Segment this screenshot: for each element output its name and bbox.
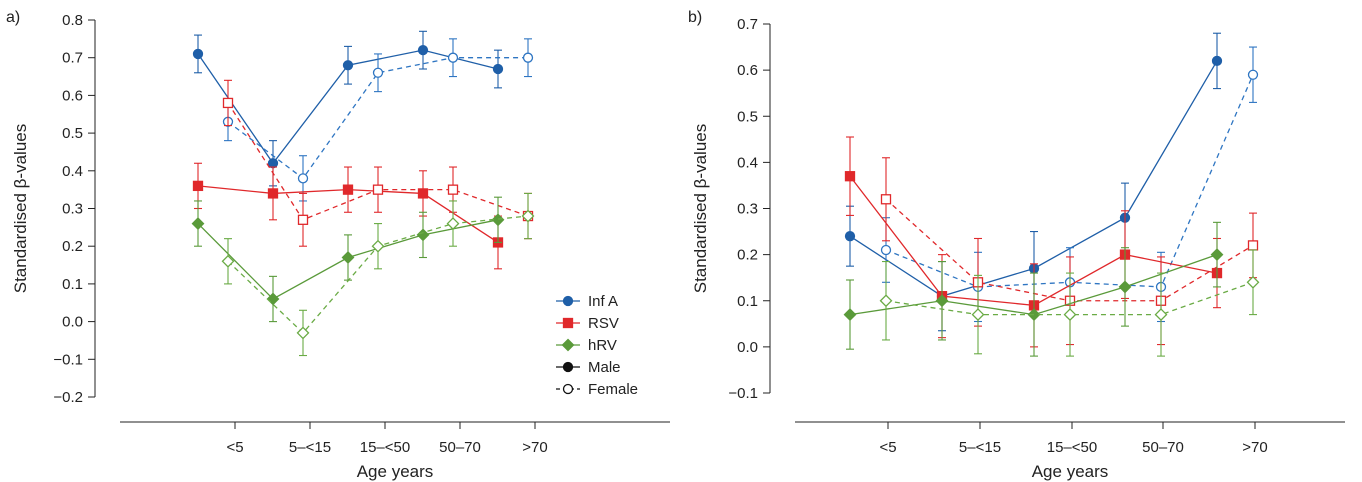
hrv-male-point: [1027, 308, 1041, 322]
hrv-female-point: [296, 326, 310, 340]
y-tick-label: 0.0: [62, 314, 83, 331]
inf-a-male-point: [267, 158, 279, 169]
rsv-female-point: [1247, 240, 1259, 251]
x-tick-label: <5: [226, 439, 243, 456]
hrv-female-point: [879, 294, 893, 308]
hrv-female-line: [885, 281, 1254, 316]
inf-a-female-point: [447, 52, 459, 63]
hrv-female-point: [1063, 308, 1077, 322]
y-tick-label: 0.7: [62, 50, 83, 67]
y-axis-title: Standardised β-values: [691, 124, 710, 294]
y-tick-label: −0.1: [728, 385, 758, 402]
y-tick-label: 0.6: [62, 87, 83, 104]
hrv-female-series: [221, 192, 535, 357]
rsv-female-point: [222, 97, 234, 109]
x-tick-label: 5–<15: [289, 439, 331, 456]
x-tick-label: >70: [1242, 439, 1267, 456]
x-tick-label: 50–70: [439, 439, 481, 456]
inf-a-male-point: [342, 60, 354, 71]
rsv-female-point: [297, 214, 309, 225]
hrv-male-point: [491, 213, 505, 227]
legend-label: Male: [588, 359, 621, 376]
legend-label: Female: [588, 381, 638, 398]
legend-marker: [562, 361, 574, 373]
y-tick-label: 0.7: [737, 16, 758, 33]
rsv-male-point: [844, 171, 856, 182]
hrv-female-point: [371, 239, 385, 253]
legend-marker: [562, 295, 574, 307]
inf-a-female-point: [522, 52, 534, 63]
hrv-female-series: [879, 249, 1260, 357]
y-axis-title: Standardised β-values: [11, 124, 30, 294]
y-tick-label: 0.8: [62, 12, 83, 29]
hrv-male-series: [191, 196, 505, 323]
legend: Inf A RSV hRV Male Female: [556, 293, 638, 398]
hrv-male-point: [843, 308, 857, 322]
hrv-male-point: [1210, 248, 1224, 262]
hrv-female-point: [971, 308, 985, 322]
rsv-male-point: [192, 180, 204, 192]
hrv-female-point: [1246, 275, 1260, 289]
panel-label: b): [688, 9, 702, 26]
hrv-female-point: [221, 254, 235, 268]
y-tick-label: 0.3: [62, 201, 83, 218]
y-tick-label: −0.2: [53, 389, 83, 406]
y-tick-label: 0.5: [62, 125, 83, 142]
hrv-female-point: [1154, 308, 1168, 322]
hrv-male-point: [935, 294, 949, 308]
rsv-male-point: [417, 188, 429, 199]
x-axis-title: Age years: [1032, 462, 1109, 481]
panel-a: a) 0.8 0.7 0.6 0.5 0.4 0.3 0.2 0.1 0.0 −0.1 −0.2 Sta…: [6, 9, 670, 481]
rsv-male-point: [267, 188, 279, 199]
hrv-female-point: [446, 217, 460, 230]
x-tick-label: 15–<50: [1047, 439, 1097, 456]
y-tick-label: 0.1: [737, 293, 758, 310]
inf-a-female-point: [880, 244, 892, 256]
y-tick-label: 0.0: [737, 339, 758, 356]
x-tick-label: 50–70: [1142, 439, 1184, 456]
hrv-male-point: [416, 228, 430, 242]
panel-b: b) 0.7 0.6 0.5 0.4 0.3 0.2 0.1 0.0 −0.1 Standardis…: [688, 9, 1345, 481]
y-tick-label: −0.1: [53, 351, 83, 368]
legend-label: RSV: [588, 315, 619, 332]
hrv-male-point: [1118, 280, 1132, 294]
x-tick-label: 15–<50: [360, 439, 410, 456]
rsv-female-point: [880, 194, 892, 205]
y-tick-label: 0.5: [737, 108, 758, 125]
legend-label: Inf A: [588, 293, 618, 310]
y-tick-label: 0.6: [737, 62, 758, 79]
legend-label: hRV: [588, 337, 617, 354]
hrv-female-point: [521, 209, 535, 223]
x-tick-label: >70: [522, 439, 547, 456]
y-tick-label: 0.4: [62, 163, 83, 180]
inf-a-female-point: [372, 67, 384, 78]
rsv-female-point: [447, 184, 459, 195]
legend-marker: [562, 383, 574, 395]
inf-a-female-point: [297, 173, 309, 184]
panel-label: a): [6, 9, 20, 26]
inf-a-male-point: [417, 45, 429, 56]
y-tick-label: 0.1: [62, 276, 83, 293]
legend-marker: [561, 338, 575, 352]
y-tick-label: 0.3: [737, 201, 758, 218]
y-tick-label: 0.2: [62, 238, 83, 255]
hrv-male-point: [191, 217, 205, 230]
inf-a-male-point: [192, 48, 204, 60]
x-axis-title: Age years: [357, 462, 434, 481]
rsv-male-point: [342, 184, 354, 195]
legend-marker: [562, 317, 574, 329]
y-tick-label: 0.2: [737, 247, 758, 264]
y-tick-label: 0.4: [737, 154, 758, 171]
inf-a-male-point: [844, 231, 856, 242]
x-tick-label: <5: [879, 439, 896, 456]
inf-a-female-point: [1247, 69, 1259, 80]
hrv-male-series: [843, 221, 1224, 357]
hrv-male-point: [341, 251, 355, 264]
inf-a-male-point: [492, 63, 504, 75]
inf-a-male-point: [1211, 55, 1223, 67]
x-tick-label: 5–<15: [959, 439, 1001, 456]
rsv-female-point: [372, 184, 384, 195]
inf-a-female-line: [227, 57, 528, 180]
